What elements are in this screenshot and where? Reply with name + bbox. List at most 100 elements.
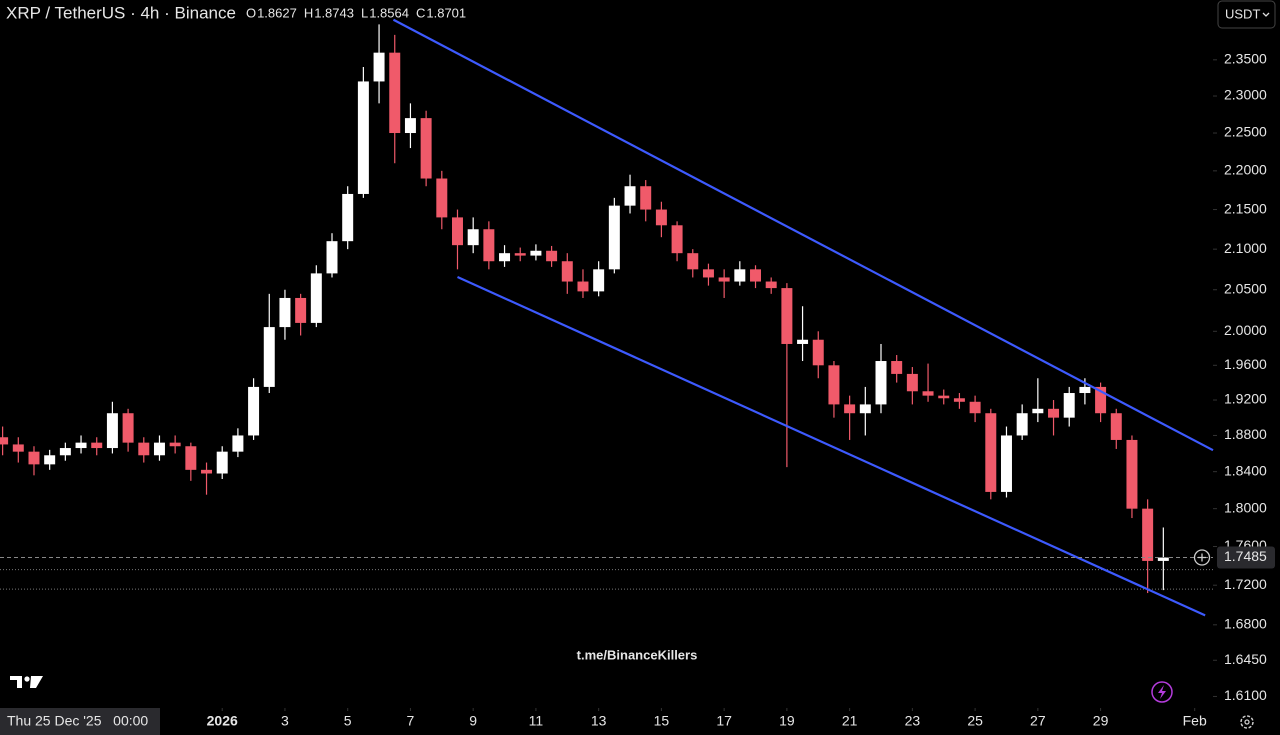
y-tick-label: 2.1500 xyxy=(1224,200,1267,216)
y-tick-label: 2.3500 xyxy=(1224,51,1267,67)
candle-body xyxy=(812,339,824,366)
y-tick-label: 1.7200 xyxy=(1224,576,1267,592)
candle-body xyxy=(718,277,730,282)
x-tick-label: 13 xyxy=(591,713,607,729)
candle-body xyxy=(969,401,981,414)
tradingview-logo xyxy=(10,676,43,688)
y-tick-label: 2.2500 xyxy=(1224,124,1267,140)
x-tick-label: 2026 xyxy=(207,713,238,729)
y-tick-label: 1.8800 xyxy=(1224,426,1267,442)
add-alert-plus xyxy=(1198,553,1206,562)
x-tick-label: 21 xyxy=(842,713,858,729)
candle-body xyxy=(875,361,887,405)
watermark: t.me/BinanceKillers xyxy=(577,647,698,662)
candle-body xyxy=(185,446,197,470)
y-tick-label: 1.6100 xyxy=(1224,687,1267,703)
candle-body xyxy=(373,52,385,82)
candle-body xyxy=(201,469,213,474)
ohlc-label: H xyxy=(304,5,313,20)
candle-body xyxy=(12,444,24,452)
y-tick-label: 1.6800 xyxy=(1224,616,1267,632)
chart-title: XRP / TetherUS · 4h · Binance xyxy=(6,3,236,22)
y-tick-label: 1.8000 xyxy=(1224,499,1267,515)
x-tick-label: 17 xyxy=(716,713,732,729)
candle-body xyxy=(138,442,150,456)
add-alert-icon[interactable] xyxy=(1193,549,1211,566)
cursor-time-box xyxy=(0,708,160,735)
candle-body xyxy=(59,448,71,456)
icon-ring[interactable] xyxy=(1151,681,1173,703)
gear[interactable] xyxy=(1240,715,1254,729)
logo-part xyxy=(24,676,30,682)
candle-body xyxy=(357,81,369,194)
candle-body xyxy=(1000,435,1012,492)
y-tick-label: 2.0000 xyxy=(1224,322,1267,338)
candle-body xyxy=(436,178,448,218)
candle-body xyxy=(467,229,479,246)
x-tick-label: 9 xyxy=(469,713,477,729)
candle-body xyxy=(624,186,636,206)
ohlc-value: 1.8743 xyxy=(314,5,354,20)
y-tick-label: 2.1000 xyxy=(1224,240,1267,256)
candle-body xyxy=(561,261,573,282)
candle-body xyxy=(702,269,714,278)
candle-body xyxy=(404,118,416,134)
currency-button[interactable]: USDT xyxy=(1217,0,1276,29)
candle-body xyxy=(781,288,793,344)
x-tick-label: Feb xyxy=(1183,713,1207,729)
x-tick-label: 23 xyxy=(905,713,921,729)
candle-body xyxy=(91,442,103,449)
x-tick-label: 27 xyxy=(1030,713,1046,729)
gear-hub xyxy=(1244,719,1250,725)
candle-body xyxy=(28,451,40,465)
candle-body xyxy=(514,253,526,256)
logo-part xyxy=(30,676,43,688)
y-tick-label: 1.9200 xyxy=(1224,391,1267,407)
candle-body xyxy=(1126,439,1138,509)
candle-body xyxy=(326,241,338,274)
plot-area xyxy=(0,18,1214,617)
candle-body xyxy=(44,455,56,465)
candle-body xyxy=(859,404,871,414)
candle-body xyxy=(922,391,934,396)
candle-body xyxy=(953,398,965,402)
y-tick-label: 1.8400 xyxy=(1224,462,1267,478)
currency-button-frame[interactable] xyxy=(1217,0,1276,29)
lightning-icon[interactable] xyxy=(1151,681,1173,703)
current-price-box xyxy=(1217,546,1275,569)
candle-body xyxy=(1016,413,1028,436)
candle-body xyxy=(310,273,322,323)
candle-body xyxy=(451,217,463,246)
candle-body xyxy=(577,281,589,292)
candle-body xyxy=(687,253,699,270)
candle-body xyxy=(765,281,777,289)
candle-body xyxy=(75,442,87,449)
settings-icon[interactable] xyxy=(1240,715,1254,729)
x-tick-label: 29 xyxy=(1093,713,1109,729)
x-tick-label: 25 xyxy=(967,713,983,729)
candle-body xyxy=(750,269,762,282)
candle-body xyxy=(420,118,432,179)
ohlc-label: C xyxy=(416,5,425,20)
currency-label[interactable]: USDT xyxy=(1225,6,1260,21)
candle-body xyxy=(216,451,228,474)
candle-body xyxy=(1063,393,1075,418)
candle-body xyxy=(295,297,307,323)
ohlc-value: 1.8564 xyxy=(369,5,409,20)
candle-body xyxy=(169,442,181,447)
candle-body xyxy=(106,413,118,449)
icon-bolt xyxy=(1158,685,1166,699)
candle-body xyxy=(1079,386,1091,394)
candle-body xyxy=(1032,408,1044,414)
x-tick-label: 5 xyxy=(344,713,352,729)
ohlc-value: 1.8627 xyxy=(257,5,297,20)
candle-body xyxy=(1110,413,1122,440)
ohlc-label: L xyxy=(361,5,368,20)
candle-body xyxy=(1048,408,1060,418)
candle-body xyxy=(153,442,165,456)
y-tick-label: 2.2000 xyxy=(1224,162,1267,178)
candle-body xyxy=(483,229,495,262)
candle-body xyxy=(1142,508,1154,561)
